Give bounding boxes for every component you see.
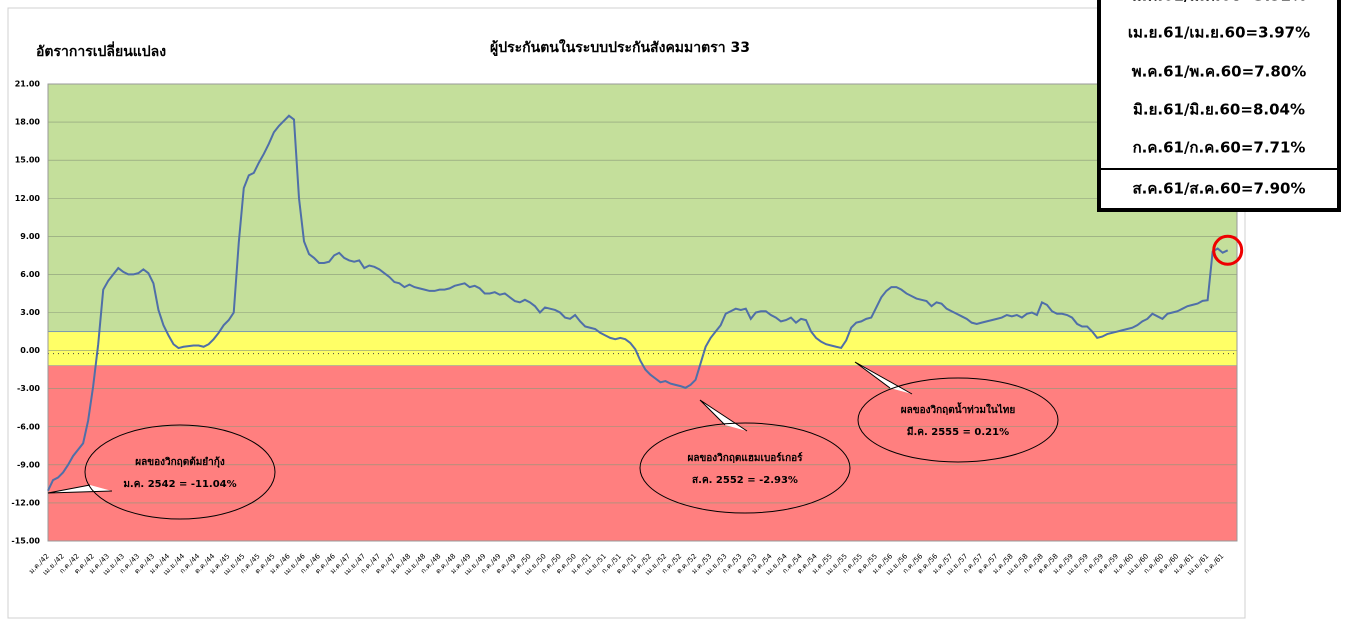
y-tick-label: -9.00 xyxy=(17,460,40,469)
y-tick-label: -6.00 xyxy=(17,422,40,431)
y-tick-label: -3.00 xyxy=(17,384,40,393)
line-series xyxy=(47,114,1229,492)
info-text: พ.ค.61/พ.ค.60=7.80% xyxy=(1132,63,1306,81)
info-text: ก.ค.61/ก.ค.60=7.71% xyxy=(1133,139,1306,157)
chart-frame xyxy=(7,7,1246,619)
callout xyxy=(639,422,851,514)
annotation-text: ส.ค. 2552 = -2.93% xyxy=(692,475,798,486)
chart-title: ผู้ประกันตนในระบบประกันสังคมมาตรา 33 xyxy=(490,38,750,56)
y-tick-label: -12.00 xyxy=(11,498,40,507)
y-tick-label: 6.00 xyxy=(20,270,40,279)
info-text: มิ.ย.61/มิ.ย.60=8.04% xyxy=(1133,101,1305,119)
y-axis-label: อัตราการเปลี่ยนแปลง xyxy=(36,41,166,60)
annotation-text: ผลของวิกฤตต้มยำกุ้ง xyxy=(135,456,225,468)
info-text: เม.ย.61/เม.ย.60=3.97% xyxy=(1128,24,1310,42)
y-tick-label: 21.00 xyxy=(15,80,41,89)
info-box xyxy=(1097,0,1341,212)
plot-border xyxy=(47,83,1238,542)
info-text: ส.ค.61/ส.ค.60=7.90% xyxy=(1132,180,1305,198)
zone xyxy=(48,84,1237,332)
annotation-text: ผลของวิกฤตน้ำท่วมในไทย xyxy=(901,402,1016,416)
callout xyxy=(84,424,276,520)
callout-tail xyxy=(47,484,113,494)
y-tick-label: -15.00 xyxy=(11,537,40,546)
y-tick-label: 3.00 xyxy=(20,308,40,317)
y-tick-label: 9.00 xyxy=(20,232,40,241)
zone xyxy=(48,365,1237,541)
y-tick-label: 18.00 xyxy=(15,118,41,127)
info-text: มี.ค.61/มี.ค.60=3.92% xyxy=(1132,0,1306,5)
highlight-circle xyxy=(1212,234,1244,266)
callout xyxy=(857,377,1059,463)
zone xyxy=(47,331,1238,367)
annotation-text: ผลของวิกฤตแฮมเบอร์เกอร์ xyxy=(687,452,803,464)
y-tick-label: 12.00 xyxy=(15,194,41,203)
y-tick-label: 0.00 xyxy=(20,346,40,355)
annotation-text: มี.ค. 2555 = 0.21% xyxy=(907,426,1009,438)
annotation-text: ม.ค. 2542 = -11.04% xyxy=(123,479,236,490)
y-tick-label: 15.00 xyxy=(15,156,41,165)
